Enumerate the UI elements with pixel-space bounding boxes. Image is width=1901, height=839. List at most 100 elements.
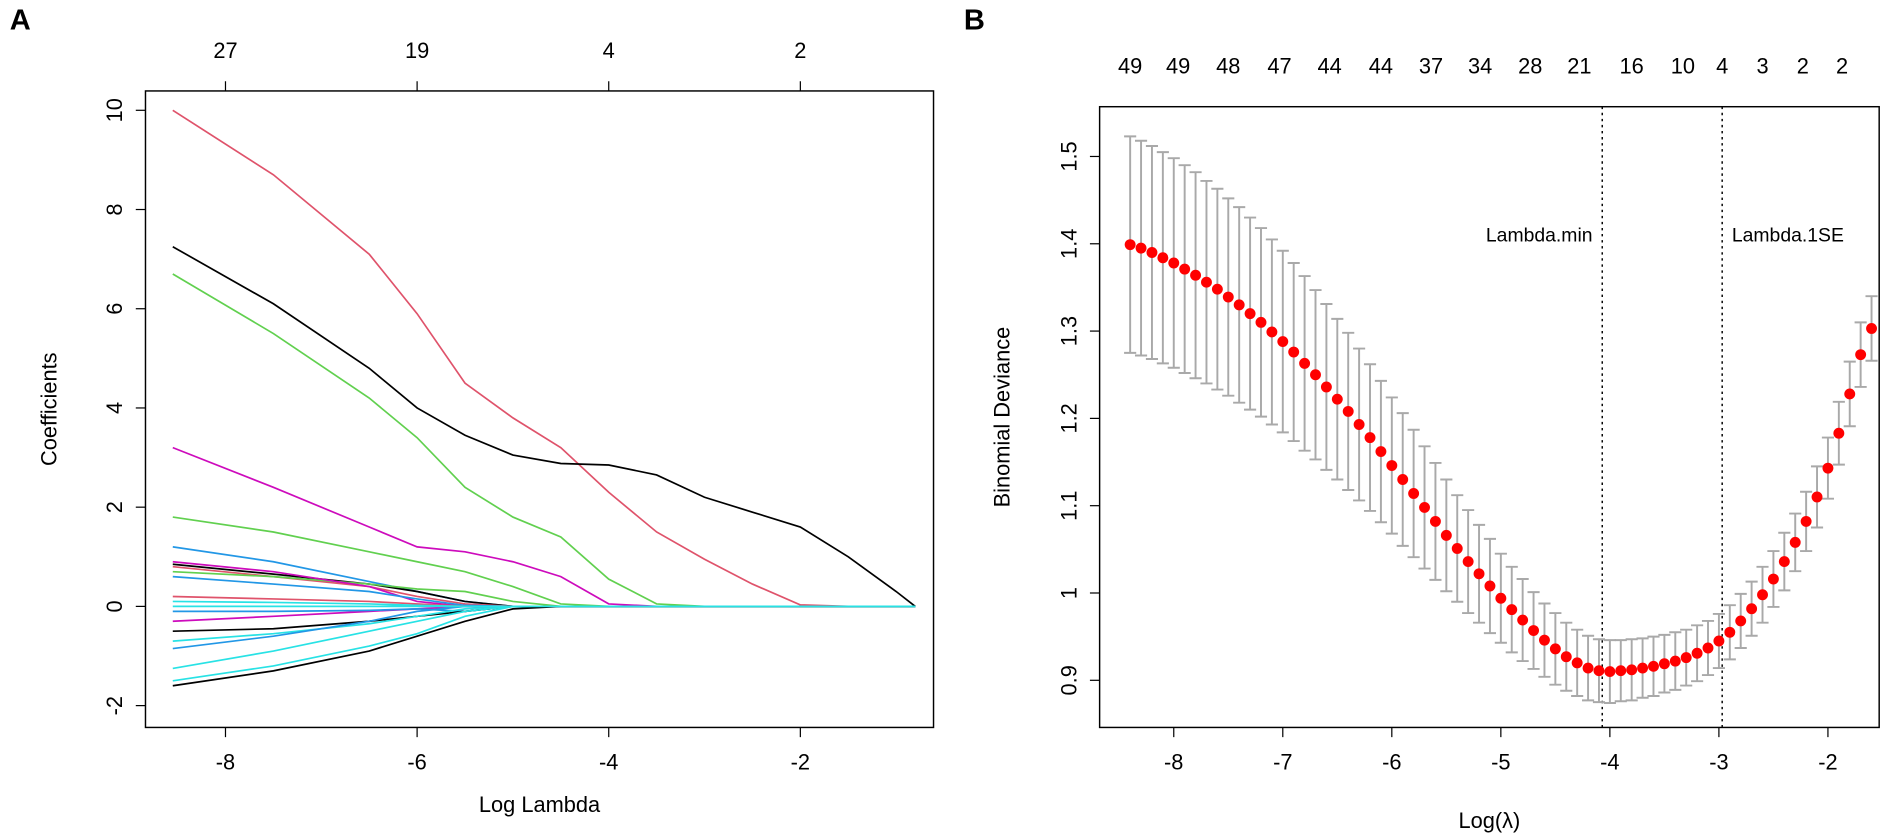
- point: [1211, 283, 1223, 295]
- coefficient-path: [172, 605, 916, 687]
- point: [1680, 652, 1692, 664]
- point: [1604, 666, 1616, 678]
- coefficient-path: [172, 605, 916, 633]
- point: [1855, 349, 1867, 361]
- top-tick-label: 4: [603, 38, 615, 63]
- y-tick-label: 1.1: [1056, 491, 1081, 521]
- point: [1255, 316, 1267, 328]
- y-tick-label: -2: [102, 696, 127, 715]
- x-tick-label: -6: [1382, 750, 1401, 775]
- reference-label: Lambda.min: [1486, 225, 1593, 247]
- plot-frame: [144, 90, 935, 729]
- top-tick-label: 10: [1671, 54, 1695, 79]
- x-axis-title: Log Lambda: [479, 792, 601, 817]
- point: [1277, 336, 1289, 348]
- point: [1702, 642, 1714, 654]
- y-tick-label: 1.5: [1056, 141, 1081, 171]
- point: [1320, 381, 1332, 393]
- x-tick-label: -4: [1600, 750, 1619, 775]
- y-tick-label: 0: [102, 600, 127, 612]
- point: [1222, 291, 1234, 303]
- x-tick-label: -4: [599, 750, 618, 775]
- coefficient-path: [172, 605, 916, 682]
- point: [1746, 603, 1758, 615]
- point: [1462, 556, 1474, 568]
- point: [1310, 369, 1321, 381]
- point: [1331, 393, 1343, 405]
- y-tick-label: 4: [102, 402, 127, 414]
- point: [1146, 247, 1158, 258]
- y-axis-title: Binomial Deviance: [990, 327, 1015, 508]
- point: [1822, 462, 1834, 474]
- top-tick-label: 21: [1567, 54, 1591, 79]
- point: [1593, 665, 1605, 677]
- top-tick-label: 28: [1518, 54, 1542, 79]
- point: [1844, 388, 1856, 400]
- y-tick-label: 1.2: [1056, 403, 1081, 433]
- point: [1767, 573, 1779, 585]
- top-tick-label: 19: [405, 38, 429, 63]
- x-tick-label: -6: [407, 750, 426, 775]
- point: [1506, 604, 1518, 616]
- coefficient-path: [172, 245, 916, 608]
- top-tick-label: 44: [1318, 54, 1342, 79]
- point: [1582, 662, 1594, 674]
- y-tick-label: 10: [102, 98, 127, 122]
- point: [1190, 269, 1202, 281]
- panel-label: A: [10, 5, 31, 37]
- coefficient-path: [172, 605, 916, 623]
- point: [1179, 263, 1191, 275]
- y-axis-title: Coefficients: [37, 352, 62, 466]
- point: [1669, 655, 1681, 667]
- point: [1800, 515, 1812, 527]
- point: [1691, 647, 1703, 659]
- point: [1495, 592, 1507, 604]
- y-tick-label: 1.3: [1056, 316, 1081, 346]
- point: [1713, 635, 1725, 647]
- point: [1375, 446, 1387, 458]
- top-tick-label: 16: [1620, 54, 1644, 79]
- point: [1626, 664, 1638, 676]
- point: [1811, 491, 1823, 503]
- point: [1757, 589, 1768, 601]
- y-tick-label: 2: [102, 501, 127, 513]
- point: [1386, 460, 1398, 471]
- point: [1299, 357, 1311, 369]
- y-tick-label: 1.4: [1056, 229, 1081, 259]
- coefficient-path: [172, 109, 916, 608]
- point: [1451, 543, 1463, 554]
- point: [1484, 580, 1496, 592]
- point: [1560, 651, 1572, 663]
- x-tick-label: -3: [1709, 750, 1728, 775]
- coefficient-path: [172, 273, 916, 608]
- point: [1440, 529, 1452, 541]
- coefficient-path: [172, 446, 916, 608]
- point: [1135, 242, 1147, 254]
- top-tick-label: 47: [1267, 54, 1291, 79]
- point: [1735, 615, 1747, 627]
- point: [1637, 662, 1649, 674]
- point: [1157, 252, 1169, 264]
- point: [1658, 658, 1670, 670]
- panel-label: B: [964, 5, 985, 37]
- top-tick-label: 48: [1216, 54, 1240, 79]
- point: [1408, 488, 1420, 499]
- x-axis-title: Log(λ): [1458, 808, 1520, 833]
- point: [1124, 239, 1136, 251]
- point: [1833, 427, 1845, 439]
- x-tick-label: -7: [1273, 750, 1292, 775]
- point: [1789, 536, 1801, 548]
- point: [1615, 665, 1627, 677]
- top-tick-label: 27: [213, 38, 237, 63]
- point: [1266, 326, 1278, 338]
- y-tick-label: 8: [102, 203, 127, 215]
- point: [1168, 257, 1180, 269]
- point: [1648, 660, 1659, 672]
- point: [1244, 308, 1256, 320]
- point: [1364, 432, 1376, 444]
- top-tick-label: 37: [1419, 54, 1443, 79]
- point: [1473, 568, 1485, 580]
- x-tick-label: -2: [1818, 750, 1837, 775]
- y-tick-label: 0.9: [1056, 665, 1081, 695]
